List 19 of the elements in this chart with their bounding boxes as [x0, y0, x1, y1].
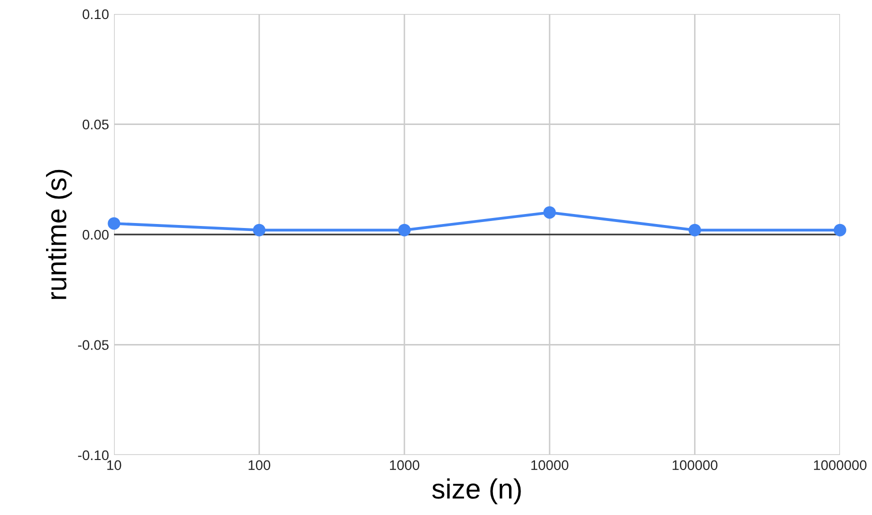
- x-axis-title: size (n): [432, 478, 521, 504]
- y-tick-label: 0.00: [82, 230, 109, 240]
- x-tick-label: 100: [248, 460, 270, 470]
- point: [398, 224, 411, 236]
- point: [543, 206, 556, 219]
- x-tick-label: 10000: [531, 460, 568, 470]
- point: [108, 217, 120, 230]
- y-tick-label: -0.10: [78, 450, 109, 460]
- y-tick-label: 0.10: [82, 9, 109, 20]
- x-tick-label: 100000: [672, 460, 718, 470]
- x-tick-label: 1000000: [814, 460, 866, 470]
- x-tick-label: 1000: [390, 460, 420, 470]
- point: [252, 224, 266, 236]
- y-tick-label: -0.05: [78, 340, 109, 350]
- point: [834, 224, 846, 236]
- y-axis-title: runtime (s): [46, 170, 72, 300]
- point: [688, 224, 702, 236]
- y-tick-label: 0.05: [82, 120, 109, 130]
- x-tick-label: 10: [107, 460, 122, 470]
